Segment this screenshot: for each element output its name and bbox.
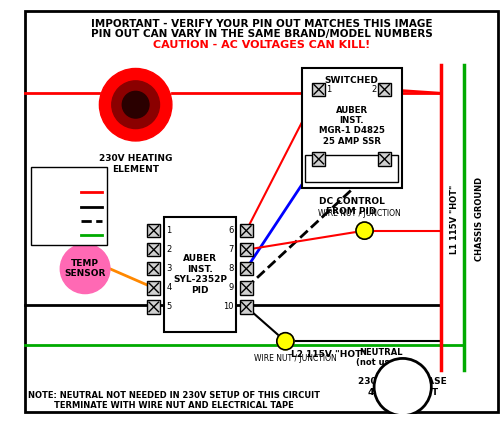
FancyBboxPatch shape xyxy=(312,83,326,96)
FancyBboxPatch shape xyxy=(25,11,498,412)
Text: Ground: Ground xyxy=(38,231,72,240)
Text: 230V - L2: 230V - L2 xyxy=(38,202,81,211)
Text: WIRE NUT / JUNCTION: WIRE NUT / JUNCTION xyxy=(254,354,336,363)
FancyBboxPatch shape xyxy=(147,281,160,295)
Text: NEUTRAL
(not used): NEUTRAL (not used) xyxy=(356,348,406,367)
Circle shape xyxy=(60,244,110,293)
Text: 230v - L1: 230v - L1 xyxy=(38,187,80,196)
Text: CAUTION - AC VOLTAGES CAN KILL!: CAUTION - AC VOLTAGES CAN KILL! xyxy=(153,40,370,50)
Text: PIN OUT CAN VARY IN THE SAME BRAND/MODEL NUMBERS: PIN OUT CAN VARY IN THE SAME BRAND/MODEL… xyxy=(90,29,432,39)
Text: WIRE NUT / JUNCTION: WIRE NUT / JUNCTION xyxy=(318,209,401,218)
Text: L2 115V "HOT": L2 115V "HOT" xyxy=(290,350,366,359)
Text: 10: 10 xyxy=(224,302,234,311)
Circle shape xyxy=(356,222,373,239)
FancyBboxPatch shape xyxy=(147,224,160,237)
Text: CHASSIS GROUND: CHASSIS GROUND xyxy=(474,177,484,261)
FancyBboxPatch shape xyxy=(306,155,398,182)
Text: 230V AC 1 PHASE
4 WIRE INPUT: 230V AC 1 PHASE 4 WIRE INPUT xyxy=(358,377,447,397)
FancyBboxPatch shape xyxy=(240,281,253,295)
FancyBboxPatch shape xyxy=(164,217,236,332)
Text: NOTE: NEUTRAL NOT NEEDED IN 230V SETUP OF THIS CIRCUIT
TERMINATE WITH WIRE NUT A: NOTE: NEUTRAL NOT NEEDED IN 230V SETUP O… xyxy=(28,391,320,410)
Text: +3: +3 xyxy=(364,155,377,164)
Text: AUBER
INST.
MGR-1 D4825
25 AMP SSR: AUBER INST. MGR-1 D4825 25 AMP SSR xyxy=(318,106,384,146)
Circle shape xyxy=(112,81,160,128)
Text: SWITCHED: SWITCHED xyxy=(324,76,378,85)
FancyBboxPatch shape xyxy=(240,262,253,276)
FancyBboxPatch shape xyxy=(147,262,160,276)
Text: AC Legend: AC Legend xyxy=(40,174,98,184)
Text: 2: 2 xyxy=(372,85,377,94)
Text: 1: 1 xyxy=(326,85,332,94)
FancyBboxPatch shape xyxy=(147,243,160,257)
FancyBboxPatch shape xyxy=(240,243,253,257)
Text: 8: 8 xyxy=(228,264,234,273)
Text: L1 115V "HOT": L1 115V "HOT" xyxy=(450,184,458,254)
Text: 9: 9 xyxy=(228,283,234,292)
Text: DC CONTROL
FROM PID: DC CONTROL FROM PID xyxy=(318,197,384,217)
Text: AUBER
INST.
SYL-2352P
PID: AUBER INST. SYL-2352P PID xyxy=(173,254,227,295)
Text: 4-: 4- xyxy=(326,155,334,164)
Circle shape xyxy=(122,91,149,118)
FancyBboxPatch shape xyxy=(312,152,326,166)
Text: 4: 4 xyxy=(166,283,172,292)
FancyBboxPatch shape xyxy=(240,224,253,237)
Text: 3: 3 xyxy=(166,264,172,273)
FancyBboxPatch shape xyxy=(30,167,107,245)
FancyBboxPatch shape xyxy=(378,152,392,166)
FancyBboxPatch shape xyxy=(240,300,253,314)
Circle shape xyxy=(100,68,172,141)
Text: 2: 2 xyxy=(166,245,172,254)
Text: 7: 7 xyxy=(228,245,234,254)
Text: 1: 1 xyxy=(166,226,172,235)
Text: TEMP
SENSOR: TEMP SENSOR xyxy=(64,259,106,279)
Circle shape xyxy=(374,358,432,416)
FancyBboxPatch shape xyxy=(378,83,392,96)
Circle shape xyxy=(277,333,294,350)
Text: 230V HEATING
ELEMENT: 230V HEATING ELEMENT xyxy=(99,154,172,174)
FancyBboxPatch shape xyxy=(302,68,402,188)
Text: DC Trigger: DC Trigger xyxy=(330,164,374,173)
FancyBboxPatch shape xyxy=(147,300,160,314)
Text: IMPORTANT - VERIFY YOUR PIN OUT MATCHES THIS IMAGE: IMPORTANT - VERIFY YOUR PIN OUT MATCHES … xyxy=(91,19,432,29)
Text: Neutral: Neutral xyxy=(38,217,72,226)
Text: 5: 5 xyxy=(166,302,172,311)
Text: 6: 6 xyxy=(228,226,234,235)
